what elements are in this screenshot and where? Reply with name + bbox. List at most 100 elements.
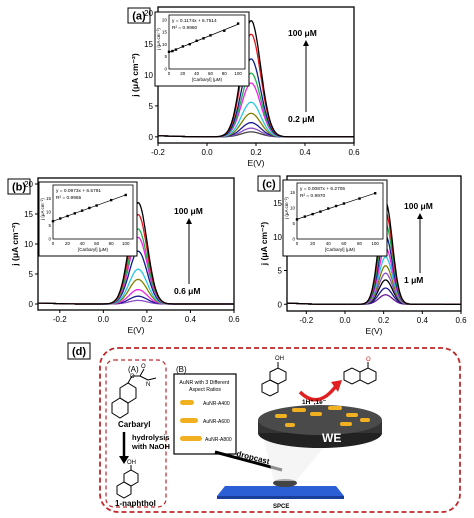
inset-x-tick-label: 40	[326, 241, 332, 246]
y-axis-label: j (μA cm⁻²)	[10, 222, 20, 267]
naphthol-structure-icon	[116, 465, 139, 499]
y-tick-label: 5	[278, 267, 283, 276]
y-tick-label: 5	[149, 102, 154, 111]
inset-x-tick-label: 100	[371, 241, 379, 246]
x-tick-label: 0.2	[250, 148, 262, 157]
inset-x-tick-label: 40	[80, 241, 86, 246]
inset-y-tick-label: 0	[164, 67, 167, 72]
x-tick-label: 0.2	[141, 315, 153, 324]
inset-y-tick-label: 5	[48, 223, 51, 228]
inset-data-point	[51, 219, 55, 223]
x-axis-label: E(V)	[248, 158, 265, 168]
panel-label: (a)	[132, 11, 146, 23]
concentration-arrow-head	[186, 218, 192, 224]
inset-data-point	[295, 218, 299, 221]
naphthol-oh: OH	[127, 460, 136, 466]
inset-x-tick-label: 20	[310, 241, 316, 246]
aunr-title: AuNR with 3 Different Aspect Ratios	[179, 380, 230, 393]
inset-y-label: j (μA cm⁻²)	[284, 197, 289, 220]
inset-x-tick-label: 80	[109, 241, 115, 246]
inset-data-point	[358, 197, 361, 200]
zoom-cone	[264, 440, 330, 481]
inset-y-tick-label: 10	[290, 205, 296, 210]
panel-d-label: (d)	[72, 346, 86, 358]
schematic-frame	[99, 347, 461, 513]
inset-x-tick-label: 100	[234, 71, 242, 76]
inset-x-tick-label: 0	[52, 241, 55, 246]
x-tick-label: 0.4	[185, 315, 197, 324]
inset-x-tick-label: 40	[194, 71, 200, 76]
x-tick-label: 0.4	[417, 316, 429, 325]
x-tick-label: -0.2	[53, 315, 67, 324]
y-axis-label: j (μA cm⁻²)	[130, 53, 140, 98]
concentration-arrow-head	[417, 213, 423, 219]
panel-label-box	[7, 178, 31, 195]
x-axis-label: E(V)	[366, 326, 383, 336]
carbaryl-nh: N	[146, 382, 150, 388]
inset-equation: y = 0.0087x + 6.2705	[300, 186, 345, 192]
product-o: O	[366, 357, 371, 363]
inset-data-point	[188, 43, 191, 46]
naphthoquinone-product-icon	[343, 362, 377, 385]
inset-plot-frame	[168, 14, 246, 70]
part-b-label: (B)	[176, 365, 187, 374]
inset-data-point	[171, 49, 174, 53]
series-curve	[38, 268, 234, 305]
spce-electrode	[217, 486, 344, 496]
inset-x-tick-label: 60	[94, 241, 100, 246]
inset-data-point	[373, 192, 377, 195]
x-tick-label: 0.0	[98, 315, 110, 324]
inset-data-point	[209, 34, 212, 37]
reaction-arrow-head	[331, 380, 342, 392]
y-tick-label: 20	[144, 9, 153, 18]
inset-r2: R² = 0.9960	[172, 25, 198, 31]
inset-frame	[154, 11, 250, 87]
inset-r2: R² = 0.9965	[56, 195, 82, 201]
inset-data-point	[181, 45, 185, 48]
inset-y-tick-label: 10	[162, 42, 168, 47]
x-tick-label: 0.2	[378, 316, 390, 325]
we-label: WE	[322, 431, 341, 445]
inset-data-point	[327, 207, 330, 210]
spce-electrode-side	[217, 496, 344, 499]
inset-data-point	[342, 202, 346, 205]
inset-y-tick-label: 5	[292, 221, 295, 226]
y-tick-label: 20	[24, 180, 33, 189]
panel-label: (b)	[12, 182, 26, 194]
inset-x-label: [Carbaryl] (μM)	[192, 77, 223, 82]
series-curve	[158, 19, 354, 138]
inset-data-point	[303, 215, 307, 218]
aunr-title-line1: AuNR with 3 Different	[179, 380, 229, 386]
spce-label: SPCE	[273, 504, 289, 510]
concentration-arrow-head	[303, 40, 309, 46]
concentration-top-label: 100 μM	[404, 201, 433, 211]
inset-r2: R² = 0.9970	[300, 193, 326, 199]
panel-label-box	[127, 7, 151, 24]
carbaryl-carbonyl-o: O	[141, 364, 146, 370]
inset-frame	[38, 181, 138, 257]
series-lines	[158, 19, 354, 138]
inset-y-label: j (μA cm⁻²)	[40, 198, 45, 221]
inset-data-point	[95, 204, 98, 207]
y-axis-label: j (μA cm⁻²)	[259, 222, 269, 267]
concentration-bottom-label: 1 μM	[404, 275, 423, 285]
inset-data-point	[223, 29, 226, 32]
schematic-panel: (d) (A) (B) O O N Carbaryl hydrolysis wi…	[67, 342, 461, 513]
part-a-box	[105, 359, 167, 508]
panel-d-label-box	[67, 342, 91, 360]
panel-label-box	[257, 175, 281, 192]
x-tick-label: 0.0	[201, 148, 213, 157]
inset-x-tick-label: 80	[222, 71, 228, 76]
part-a-label: (A)	[128, 365, 139, 374]
inset-y-tick-label: 0	[48, 237, 51, 242]
inset-data-point	[195, 39, 198, 42]
chart-panel-2: (b) -0.2 0.0 0.2 0.4 0.6 0 5 10 15 20 E(V) j (μA cm⁻…	[7, 177, 240, 335]
inset-x-label: [Carbaryl] (μM)	[78, 247, 109, 252]
inset-data-point	[311, 212, 314, 216]
inset-data-point	[88, 206, 91, 210]
we-gold-rods	[275, 406, 370, 427]
inset-data-point	[59, 217, 62, 220]
carbaryl-structure-icon	[111, 368, 157, 419]
y-tick-label: 10	[144, 71, 153, 80]
